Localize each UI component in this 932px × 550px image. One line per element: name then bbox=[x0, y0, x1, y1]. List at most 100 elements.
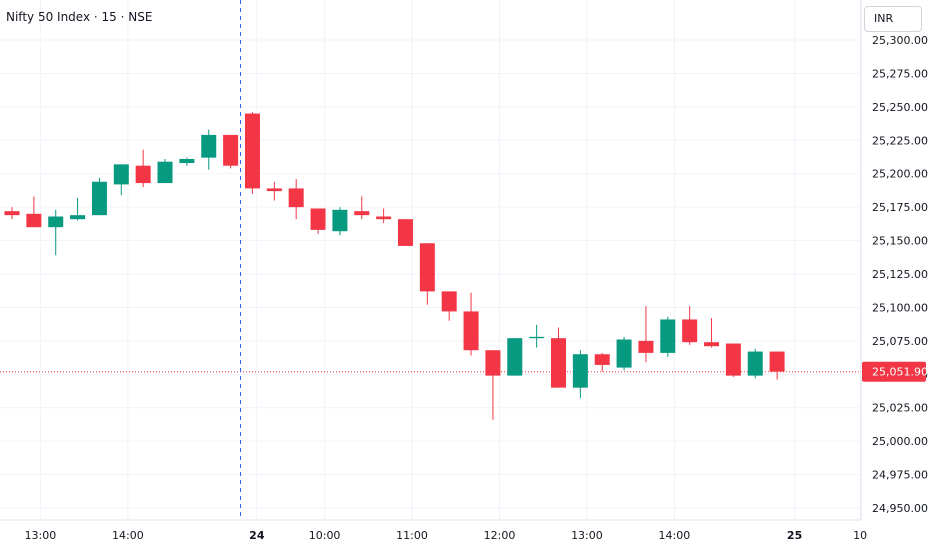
candle bbox=[572, 350, 588, 399]
candle bbox=[91, 177, 107, 216]
candle bbox=[660, 316, 676, 357]
candle-body bbox=[179, 159, 195, 164]
time-tick-label: 14:00 bbox=[112, 529, 144, 542]
candle-body bbox=[441, 291, 457, 312]
candle bbox=[594, 352, 610, 372]
candle-body bbox=[660, 319, 676, 353]
price-tick-label: 25,200.00 bbox=[872, 168, 928, 181]
candle-body bbox=[725, 343, 741, 376]
candle-body bbox=[551, 338, 566, 388]
candle bbox=[288, 179, 304, 220]
candle-body bbox=[332, 209, 348, 232]
candle-body bbox=[113, 164, 129, 185]
price-tick-label: 25,300.00 bbox=[872, 34, 928, 47]
time-tick-label: 10:00 bbox=[309, 529, 341, 542]
candle-body bbox=[463, 311, 479, 351]
candle-body bbox=[354, 211, 370, 216]
candle bbox=[441, 291, 457, 321]
candle-body bbox=[419, 243, 435, 292]
candle bbox=[682, 306, 698, 345]
candle-body bbox=[529, 336, 545, 339]
candle-body bbox=[682, 319, 698, 343]
candle bbox=[485, 350, 501, 420]
candle bbox=[529, 324, 545, 348]
price-axis[interactable]: 24,950.00 24,975.00 25,000.00 25,025.00 25,0… bbox=[872, 34, 928, 515]
time-tick-label: 13:00 bbox=[571, 529, 603, 542]
candle bbox=[4, 207, 20, 220]
candle-body bbox=[485, 350, 501, 376]
price-tick-label: 25,125.00 bbox=[872, 268, 928, 281]
candle bbox=[244, 112, 260, 194]
candle bbox=[397, 219, 413, 246]
time-tick-label: 11:00 bbox=[396, 529, 428, 542]
candle-body bbox=[507, 338, 523, 376]
candle-body bbox=[594, 354, 610, 365]
candle-body bbox=[572, 354, 588, 388]
candle bbox=[48, 209, 64, 256]
time-tick-label: 14:00 bbox=[659, 529, 691, 542]
candle bbox=[638, 306, 654, 363]
time-axis[interactable]: 13:00 14:00 24 10:00 11:00 12:00 13:00 14:00 25 1… bbox=[25, 529, 868, 542]
candle bbox=[26, 196, 42, 228]
time-tick-label: 24 bbox=[249, 529, 265, 542]
price-tick-label: 25,150.00 bbox=[872, 235, 928, 248]
candle bbox=[113, 164, 129, 196]
candle-body bbox=[704, 342, 720, 347]
candle-body bbox=[4, 211, 20, 216]
candle-body bbox=[26, 213, 42, 228]
candle bbox=[463, 292, 479, 356]
candle bbox=[135, 149, 151, 188]
price-tick-label: 25,000.00 bbox=[872, 435, 928, 448]
candle-body bbox=[310, 208, 326, 230]
candle-body bbox=[157, 161, 173, 184]
candle-body bbox=[266, 188, 282, 192]
candle bbox=[704, 318, 720, 348]
candle-body bbox=[223, 134, 239, 166]
candle-body bbox=[201, 134, 217, 158]
currency-button[interactable]: INR bbox=[864, 6, 922, 32]
chart-title: Nifty 50 Index · 15 · NSE bbox=[6, 10, 153, 24]
candle bbox=[376, 208, 392, 224]
time-tick-label: 13:00 bbox=[25, 529, 57, 542]
candle bbox=[507, 338, 523, 376]
time-tick-label: 25 bbox=[787, 529, 802, 542]
candle-body bbox=[769, 351, 785, 372]
candle-body bbox=[747, 351, 763, 376]
price-tick-label: 25,225.00 bbox=[872, 134, 928, 147]
price-tick-label: 24,975.00 bbox=[872, 469, 928, 482]
last-price-tag: 25,051.90 bbox=[862, 361, 928, 382]
candle-body bbox=[91, 181, 107, 216]
last-price-label: 25,051.90 bbox=[872, 366, 928, 379]
candle bbox=[332, 207, 348, 236]
candle bbox=[551, 327, 566, 388]
candle bbox=[70, 197, 86, 221]
candle bbox=[725, 343, 741, 377]
candle-body bbox=[70, 215, 86, 220]
price-tick-label: 25,250.00 bbox=[872, 101, 928, 114]
candle-body bbox=[376, 216, 392, 220]
price-tick-label: 25,100.00 bbox=[872, 301, 928, 314]
candle-body bbox=[397, 219, 413, 246]
candle bbox=[179, 157, 195, 166]
price-tick-label: 25,025.00 bbox=[872, 402, 928, 415]
price-tick-label: 25,175.00 bbox=[872, 201, 928, 214]
candle-body bbox=[244, 113, 260, 189]
candle-body bbox=[48, 216, 64, 228]
price-tick-label: 25,075.00 bbox=[872, 335, 928, 348]
candle bbox=[354, 196, 370, 220]
candle bbox=[616, 336, 632, 371]
candle-body bbox=[638, 340, 654, 353]
candle-body bbox=[616, 339, 632, 368]
time-tick-label: 10 bbox=[853, 529, 867, 542]
candle bbox=[310, 208, 326, 234]
candle-body bbox=[288, 188, 304, 208]
candle-series bbox=[4, 112, 785, 420]
candle-body bbox=[135, 165, 151, 184]
candle bbox=[157, 159, 173, 184]
candle bbox=[747, 348, 763, 379]
price-tick-label: 25,275.00 bbox=[872, 67, 928, 80]
candle bbox=[419, 243, 435, 305]
candle bbox=[223, 134, 239, 169]
candle bbox=[266, 181, 282, 201]
